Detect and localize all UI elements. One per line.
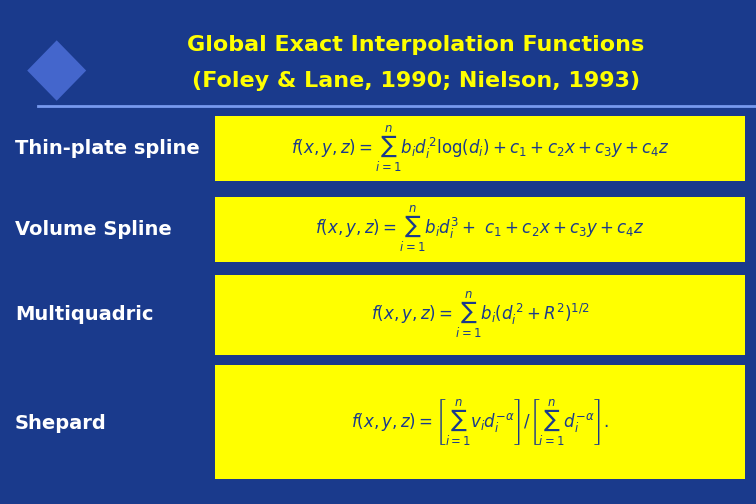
Text: Shepard: Shepard: [15, 414, 107, 433]
Text: $f(x,y,z) = \sum_{i=1}^{n} b_i (d_i^{\,2} + R^2)^{1/2}$: $f(x,y,z) = \sum_{i=1}^{n} b_i (d_i^{\,2…: [370, 290, 590, 340]
Text: $f(x,y,z) = \sum_{i=1}^{n} b_i d_i^{3} + \ c_1 + c_2 x + c_3 y + c_4 z$: $f(x,y,z) = \sum_{i=1}^{n} b_i d_i^{3} +…: [315, 204, 645, 255]
FancyBboxPatch shape: [215, 365, 745, 479]
Text: $f(x,y,z) = \sum_{i=1}^{n} b_i d_i^{\,2}\log(d_i) + c_1 + c_2 x + c_3 y + c_4 z$: $f(x,y,z) = \sum_{i=1}^{n} b_i d_i^{\,2}…: [291, 123, 669, 174]
Text: Global Exact Interpolation Functions: Global Exact Interpolation Functions: [187, 35, 644, 55]
FancyBboxPatch shape: [215, 116, 745, 181]
Text: Multiquadric: Multiquadric: [15, 305, 153, 325]
Text: Thin-plate spline: Thin-plate spline: [15, 139, 200, 158]
Text: Volume Spline: Volume Spline: [15, 220, 172, 239]
Text: (Foley & Lane, 1990; Nielson, 1993): (Foley & Lane, 1990; Nielson, 1993): [192, 71, 640, 91]
FancyBboxPatch shape: [215, 197, 745, 262]
Text: $f(x,y,z) = \left[\sum_{i=1}^{n} v_i d_i^{-\alpha}\right] / \left[\sum_{i=1}^{n}: $f(x,y,z) = \left[\sum_{i=1}^{n} v_i d_i…: [351, 398, 609, 449]
FancyBboxPatch shape: [215, 275, 745, 355]
Polygon shape: [27, 40, 86, 101]
